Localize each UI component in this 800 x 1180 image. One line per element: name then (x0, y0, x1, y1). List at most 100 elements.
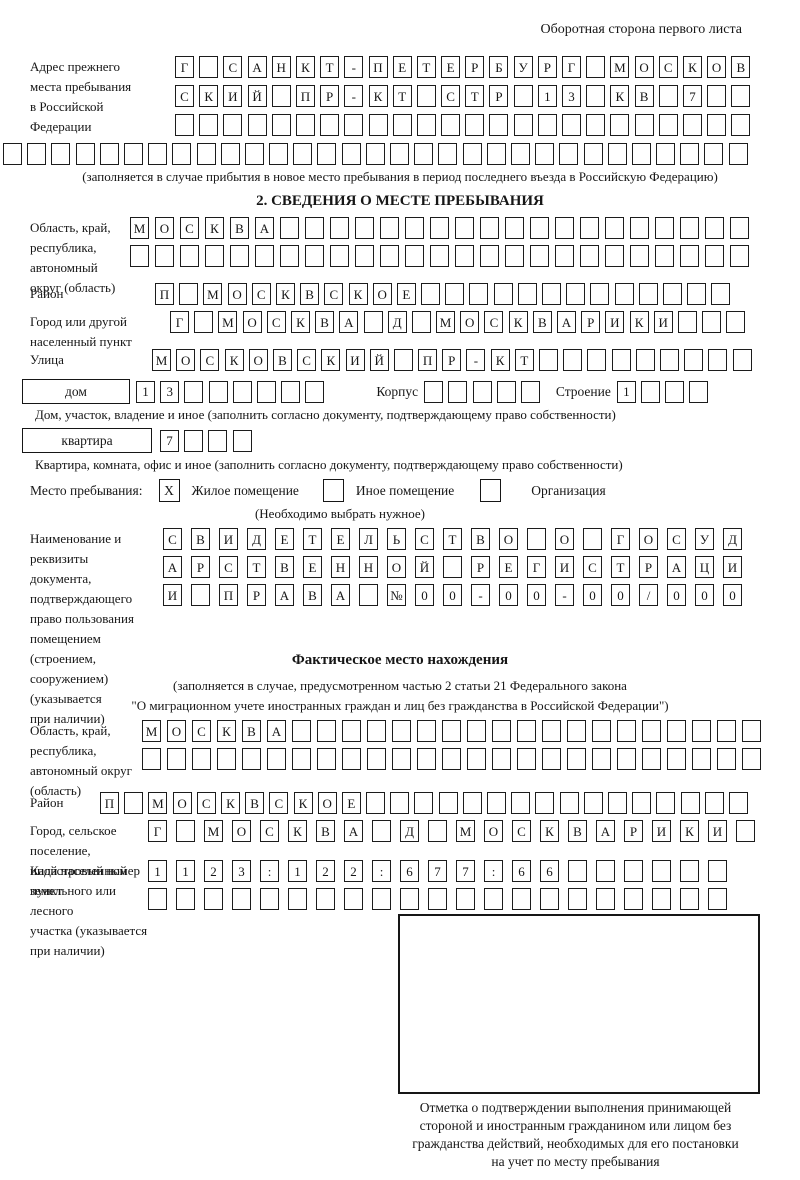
char-cell[interactable] (295, 114, 315, 136)
char-cell[interactable]: С (512, 820, 531, 842)
char-cell[interactable]: Д (400, 820, 419, 842)
char-cell[interactable]: Д (387, 311, 407, 333)
char-cell[interactable] (271, 85, 291, 107)
char-cell[interactable]: Т (416, 56, 436, 78)
char-cell[interactable]: О (172, 792, 192, 814)
char-cell[interactable] (527, 528, 546, 550)
char-cell[interactable]: Й (415, 556, 434, 578)
char-cell[interactable] (510, 143, 530, 165)
char-cell[interactable] (566, 283, 586, 305)
char-cell[interactable]: 2 (204, 860, 223, 882)
char-cell[interactable]: Е (341, 792, 361, 814)
char-cell[interactable]: 7 (428, 860, 447, 882)
char-cell[interactable] (586, 85, 606, 107)
char-cell[interactable]: Р (247, 584, 266, 606)
char-cell[interactable]: П (219, 584, 238, 606)
char-cell[interactable]: Н (331, 556, 350, 578)
char-cell[interactable] (517, 283, 537, 305)
char-cell[interactable]: Т (320, 56, 340, 78)
char-cell[interactable] (199, 114, 219, 136)
char-cell[interactable] (537, 114, 557, 136)
char-cell[interactable] (123, 143, 143, 165)
char-cell[interactable] (467, 748, 486, 770)
char-cell[interactable] (567, 720, 586, 742)
char-cell[interactable]: Г (611, 528, 630, 550)
char-cell[interactable] (244, 143, 264, 165)
char-cell[interactable] (568, 860, 587, 882)
char-cell[interactable] (708, 860, 727, 882)
char-cell[interactable] (680, 143, 700, 165)
char-cell[interactable]: М (148, 792, 168, 814)
char-cell[interactable]: С (324, 283, 344, 305)
char-cell[interactable] (405, 245, 424, 267)
char-cell[interactable]: А (344, 820, 363, 842)
char-cell[interactable] (330, 217, 349, 239)
char-cell[interactable] (247, 114, 267, 136)
char-cell[interactable] (260, 888, 279, 910)
char-cell[interactable]: И (708, 820, 727, 842)
char-cell[interactable] (731, 85, 751, 107)
char-cell[interactable] (489, 114, 509, 136)
char-cell[interactable] (196, 143, 216, 165)
char-cell[interactable] (232, 380, 252, 403)
char-cell[interactable]: Р (320, 85, 340, 107)
char-cell[interactable] (635, 349, 655, 371)
char-cell[interactable] (342, 720, 361, 742)
char-cell[interactable] (555, 245, 574, 267)
char-cell[interactable]: 6 (540, 860, 559, 882)
char-cell[interactable]: И (223, 85, 243, 107)
char-cell[interactable] (512, 888, 531, 910)
char-cell[interactable] (583, 528, 602, 550)
char-cell[interactable]: П (155, 283, 174, 305)
char-cell[interactable] (51, 143, 71, 165)
char-cell[interactable] (341, 143, 361, 165)
char-cell[interactable] (567, 748, 586, 770)
char-cell[interactable] (148, 143, 168, 165)
char-cell[interactable] (3, 143, 22, 165)
char-cell[interactable]: 1 (616, 380, 636, 403)
char-cell[interactable] (505, 245, 524, 267)
char-cell[interactable] (617, 720, 636, 742)
char-cell[interactable] (642, 720, 661, 742)
char-cell[interactable] (344, 888, 363, 910)
char-cell[interactable]: Л (359, 528, 378, 550)
char-cell[interactable] (680, 792, 700, 814)
char-cell[interactable] (586, 114, 606, 136)
char-cell[interactable] (656, 792, 676, 814)
char-cell[interactable] (665, 380, 685, 403)
char-cell[interactable] (542, 283, 561, 305)
char-cell[interactable] (330, 245, 349, 267)
char-cell[interactable] (405, 217, 424, 239)
char-cell[interactable]: Н (359, 556, 378, 578)
char-cell[interactable] (269, 143, 289, 165)
char-cell[interactable] (480, 245, 499, 267)
char-cell[interactable]: С (269, 792, 289, 814)
char-cell[interactable]: Г (562, 56, 581, 78)
char-cell[interactable]: К (368, 85, 388, 107)
char-cell[interactable] (742, 720, 761, 742)
char-cell[interactable]: : (484, 860, 503, 882)
char-cell[interactable]: А (557, 311, 576, 333)
char-cell[interactable]: С (196, 792, 216, 814)
char-cell[interactable]: А (247, 56, 267, 78)
char-cell[interactable] (707, 85, 727, 107)
char-cell[interactable] (208, 380, 228, 403)
char-cell[interactable] (638, 283, 658, 305)
char-cell[interactable] (223, 114, 243, 136)
char-cell[interactable] (428, 888, 447, 910)
char-cell[interactable]: О (248, 349, 268, 371)
char-cell[interactable] (411, 311, 431, 333)
char-cell[interactable] (430, 217, 449, 239)
char-cell[interactable]: Р (465, 56, 485, 78)
char-cell[interactable] (392, 114, 412, 136)
char-cell[interactable]: И (219, 528, 238, 550)
char-cell[interactable] (717, 748, 736, 770)
char-cell[interactable] (596, 888, 615, 910)
char-cell[interactable] (242, 748, 261, 770)
char-cell[interactable] (680, 860, 699, 882)
char-cell[interactable]: О (387, 556, 406, 578)
char-cell[interactable] (281, 380, 301, 403)
char-cell[interactable] (736, 820, 755, 842)
char-cell[interactable]: 0 (583, 584, 602, 606)
char-cell[interactable]: В (303, 584, 322, 606)
